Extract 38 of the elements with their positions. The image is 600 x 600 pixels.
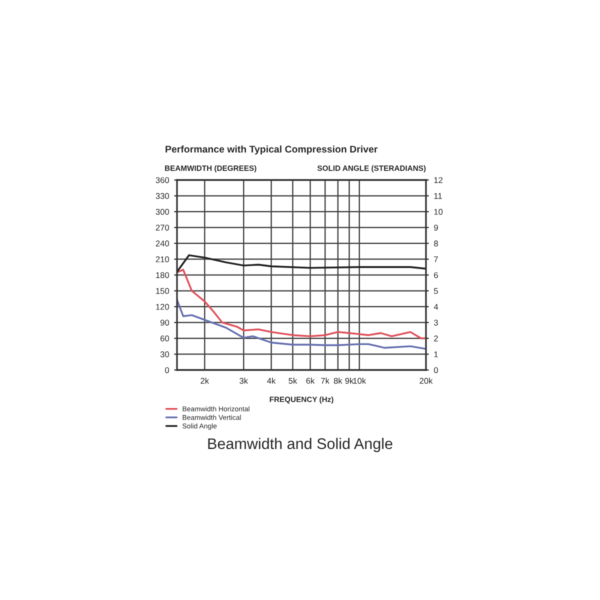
x-tick-label: 10k xyxy=(353,378,366,384)
y2-tick-label: 5 xyxy=(434,288,438,294)
x-tick-label: 20k xyxy=(420,378,433,384)
y-tick-label: 150 xyxy=(156,288,170,294)
x-tick-label: 2k xyxy=(200,378,210,384)
y2-tick-label: 11 xyxy=(434,193,442,199)
x-tick-label: 6k xyxy=(306,378,315,384)
x-tick-label: 8k xyxy=(334,378,342,384)
y2-tick-label: 12 xyxy=(434,177,442,184)
y2-tick-label: 2 xyxy=(434,336,438,342)
y2-tick-label: 1 xyxy=(434,351,438,358)
y-tick-label: 270 xyxy=(156,224,170,231)
y2-tick-label: 6 xyxy=(434,272,438,278)
y2-tick-label: 7 xyxy=(434,256,438,262)
y-tick-label: 360 xyxy=(156,177,170,184)
chart-title: Performance with Typical Compression Driver xyxy=(166,145,378,155)
y-tick-label: 120 xyxy=(156,304,170,310)
y2-tick-label: 0 xyxy=(434,367,438,374)
y-tick-label: 330 xyxy=(156,193,170,199)
y-tick-label: 300 xyxy=(156,208,170,215)
y-tick-label: 60 xyxy=(160,336,170,342)
text: Beamwidth and Solid Angle xyxy=(208,438,392,452)
y-tick-label: 30 xyxy=(160,351,170,358)
x-tick-label: 7k xyxy=(321,378,330,384)
y2-tick-label: 9 xyxy=(434,224,438,231)
x-tick-label: 5k xyxy=(288,378,298,384)
y-tick-label: 240 xyxy=(156,240,170,246)
y2-tick-label: 4 xyxy=(434,304,438,310)
y2-tick-label: 10 xyxy=(434,208,443,215)
x-tick-label: 4k xyxy=(267,378,276,384)
y-tick-label: 180 xyxy=(156,272,170,278)
y-tick-label: 0 xyxy=(165,367,170,374)
x-tick-label: 3k xyxy=(240,378,248,384)
y2-tick-label: 8 xyxy=(434,240,438,246)
x-tick-label: 9k xyxy=(345,378,354,384)
y-tick-label: 90 xyxy=(160,320,170,326)
y-tick-label: 210 xyxy=(156,256,170,262)
y2-tick-label: 3 xyxy=(434,320,438,326)
